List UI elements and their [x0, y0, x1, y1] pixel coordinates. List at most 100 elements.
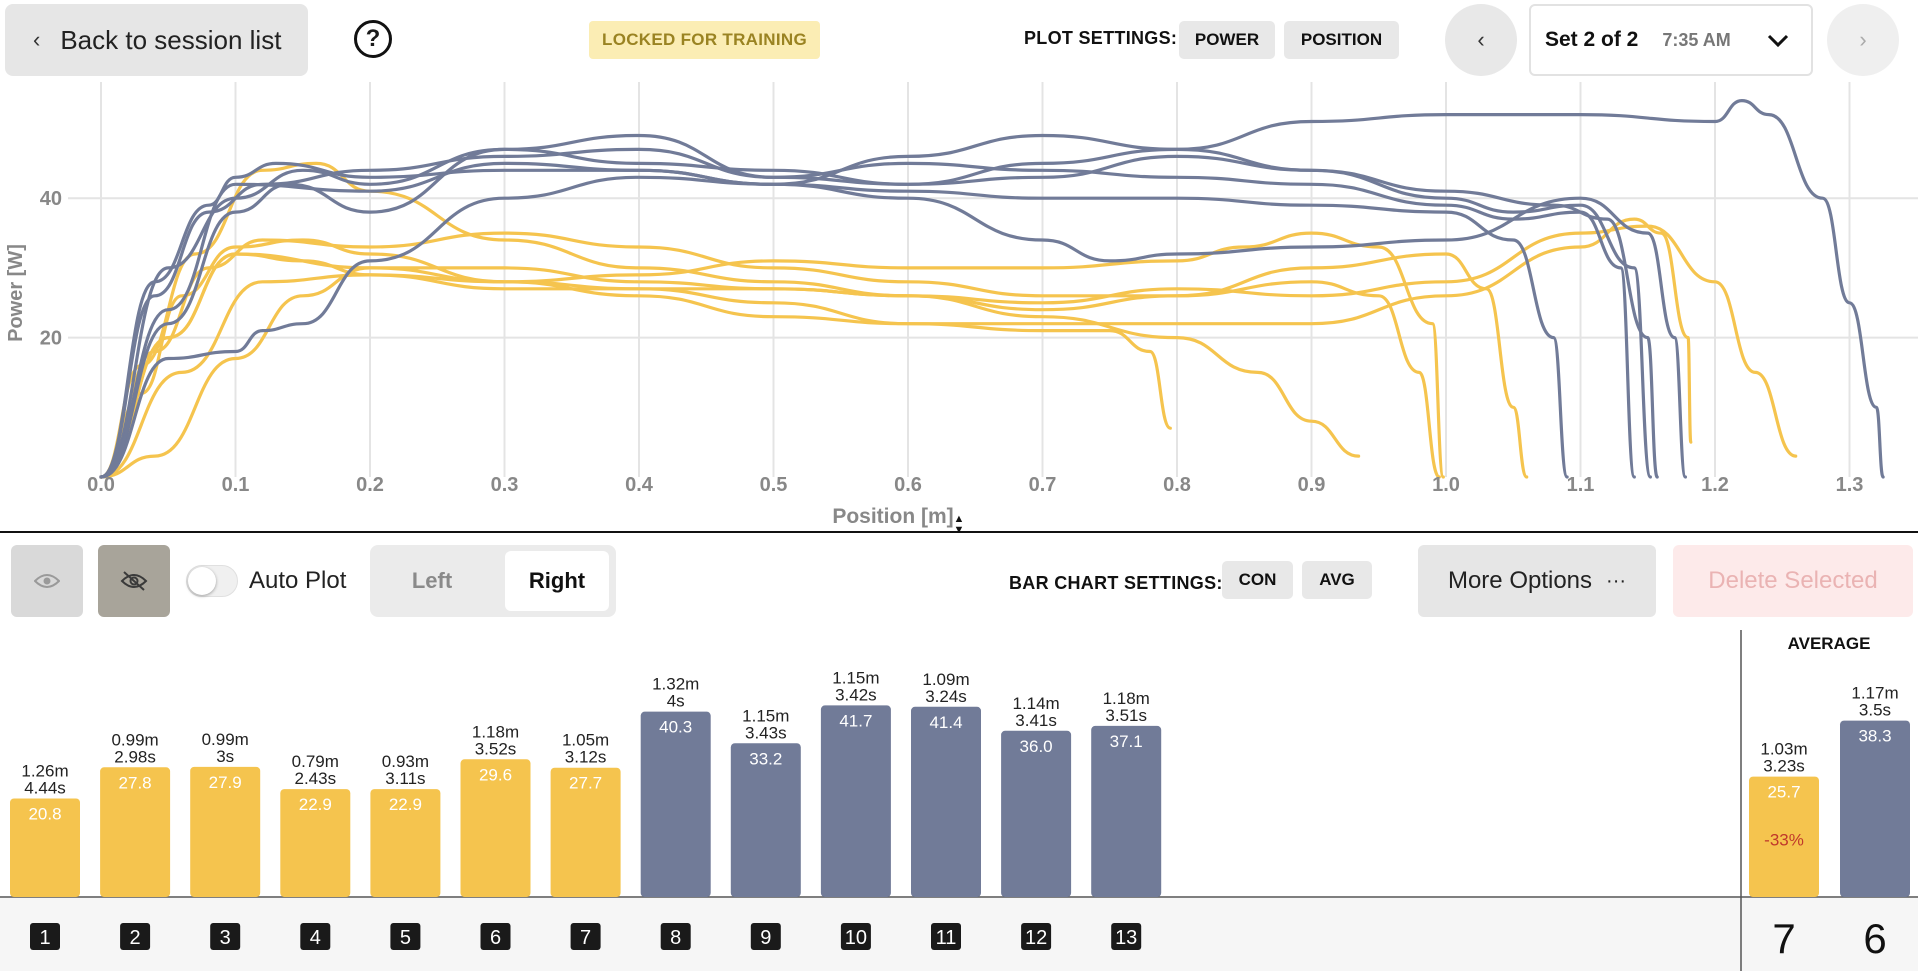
bar-value-label: 33.2	[749, 749, 782, 768]
rep-bar-4[interactable]	[280, 789, 351, 897]
chevron-down-icon	[1767, 28, 1789, 54]
y-tick-label: 20	[40, 328, 62, 350]
rep-bar-10[interactable]	[820, 705, 891, 897]
bar-distance-label: 1.15m	[832, 668, 879, 687]
rep-curve-left[interactable]	[99, 224, 1798, 479]
rep-curve-right[interactable]	[99, 99, 1885, 479]
bar-duration-label: 3.43s	[745, 723, 787, 742]
eye-icon	[34, 574, 60, 588]
bar-value-label: 22.9	[299, 795, 332, 814]
rep-index-badge-3[interactable]	[210, 923, 241, 950]
rep-bar-1[interactable]	[10, 798, 80, 897]
rep-bar-2[interactable]	[100, 767, 171, 897]
rep-curve-right[interactable]	[99, 133, 1659, 479]
rep-index-label: 1	[39, 927, 50, 949]
rep-index-badge-11[interactable]	[931, 923, 961, 950]
rep-bar-6[interactable]	[460, 759, 531, 897]
rep-index-label: 12	[1025, 927, 1047, 949]
bar-distance-label: 1.32m	[652, 675, 699, 694]
rep-index-label: 9	[760, 927, 771, 949]
rep-bar-8[interactable]	[640, 711, 711, 897]
bar-value-label: 25.7	[1767, 783, 1800, 802]
rep-curve-left[interactable]	[99, 231, 1441, 479]
rep-curve-left[interactable]	[99, 161, 1361, 479]
show-selected-button[interactable]	[11, 545, 83, 617]
rep-bar-13[interactable]	[1091, 725, 1162, 897]
bar-value-label: 27.9	[209, 773, 242, 792]
rep-bar-12[interactable]	[1001, 730, 1072, 897]
rep-curve-left[interactable]	[99, 238, 1172, 479]
back-to-session-list-button[interactable]: ‹ Back to session list	[5, 4, 308, 76]
bar-distance-label: 1.26m	[21, 761, 68, 780]
chevron-left-icon: ‹	[1477, 27, 1485, 52]
next-set-button[interactable]: ›	[1827, 4, 1899, 76]
plot-power-button[interactable]: POWER	[1179, 21, 1275, 59]
rep-index-label: 6	[490, 927, 501, 949]
x-tick-label: 0.0	[87, 474, 115, 496]
average-bar-left[interactable]	[1749, 776, 1819, 897]
side-segmented-control: Left Right	[370, 545, 616, 617]
plot-position-button[interactable]: POSITION	[1284, 21, 1399, 59]
rep-index-label: 13	[1115, 927, 1137, 949]
rep-index-badge-4[interactable]	[300, 923, 331, 950]
rep-index-badge-10[interactable]	[840, 923, 871, 950]
x-tick-label: 0.7	[1029, 474, 1057, 496]
rep-index-badge-2[interactable]	[120, 923, 151, 950]
pane-divider	[0, 531, 1918, 533]
rep-bar-3[interactable]	[190, 766, 261, 897]
hide-selected-button[interactable]	[98, 545, 170, 617]
rep-index-badge-1[interactable]	[30, 923, 60, 950]
rep-index-badge-9[interactable]	[750, 923, 781, 950]
rep-bar-5[interactable]	[370, 789, 441, 897]
x-tick-label: 0.1	[222, 474, 250, 496]
bar-distance-label: 0.99m	[111, 730, 158, 749]
bar-con-button[interactable]: CON	[1222, 561, 1293, 599]
side-left-option[interactable]: Left	[411, 568, 453, 593]
help-icon[interactable]: ?	[354, 20, 392, 58]
bar-duration-label: 2.98s	[114, 747, 156, 766]
set-selector[interactable]: Set 2 of 2 7:35 AM	[1529, 4, 1813, 76]
bar-distance-label: 1.15m	[742, 706, 789, 725]
more-options-button[interactable]: More Options ···	[1418, 545, 1656, 617]
rep-curve-left[interactable]	[99, 231, 1445, 479]
rep-index-badge-13[interactable]	[1111, 923, 1142, 950]
x-tick-label: 0.2	[356, 474, 384, 496]
bar-duration-label: 3.23s	[1763, 757, 1805, 776]
bar-value-label: 41.4	[929, 713, 962, 732]
rep-bar-11[interactable]	[911, 706, 981, 897]
bar-value-label: 38.3	[1858, 727, 1891, 746]
side-right-option[interactable]: Right	[505, 551, 609, 611]
rep-bar-9[interactable]	[730, 743, 801, 897]
bar-distance-label: 1.05m	[562, 731, 609, 750]
previous-set-button[interactable]: ‹	[1445, 4, 1517, 76]
rep-curve-right[interactable]	[99, 175, 1687, 479]
rep-index-label: 4	[310, 927, 321, 949]
rep-curve-left[interactable]	[99, 217, 1693, 479]
rep-curve-left[interactable]	[99, 252, 1529, 479]
y-axis-label: Power [W]	[5, 244, 27, 342]
average-bar-right[interactable]	[1840, 720, 1910, 897]
delete-selected-button[interactable]: Delete Selected	[1673, 545, 1913, 617]
x-tick-label: 0.8	[1163, 474, 1191, 496]
rep-bar-7[interactable]	[550, 767, 621, 897]
auto-plot-toggle[interactable]	[186, 565, 238, 597]
x-tick-label: 1.3	[1836, 474, 1864, 496]
bar-avg-button[interactable]: AVG	[1302, 561, 1372, 599]
bar-value-label: 41.7	[839, 711, 872, 730]
x-tick-label: 1.0	[1432, 474, 1460, 496]
ellipsis-icon: ···	[1606, 569, 1627, 592]
bar-duration-label: 4.44s	[24, 778, 66, 797]
average-count-left: 7	[1772, 915, 1795, 962]
bar-value-label: 20.8	[28, 804, 61, 823]
rep-index-badge-8[interactable]	[660, 923, 691, 950]
bar-duration-label: 3.42s	[835, 685, 877, 704]
rep-index-badge-5[interactable]	[390, 923, 421, 950]
rep-index-badge-6[interactable]	[480, 923, 511, 950]
locked-status-badge: LOCKED FOR TRAINING	[589, 21, 820, 59]
bar-duration-label: 3.5s	[1859, 701, 1891, 720]
bar-value-label: 37.1	[1110, 732, 1143, 751]
x-tick-label: 1.2	[1701, 474, 1729, 496]
rep-index-badge-12[interactable]	[1021, 923, 1052, 950]
resize-handle[interactable]: ▲ ▼	[953, 513, 965, 536]
rep-index-badge-7[interactable]	[570, 923, 601, 950]
